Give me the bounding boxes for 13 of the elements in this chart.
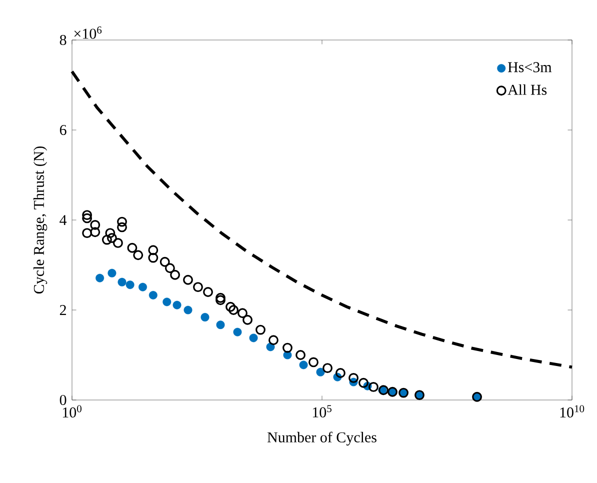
y-tick-label: 2 bbox=[60, 305, 66, 315]
y-tick-label: 4 bbox=[60, 215, 67, 225]
y-tick-label: 0 bbox=[60, 394, 66, 406]
legend-label: All Hs bbox=[508, 84, 547, 95]
y-tick-label: 8 bbox=[60, 34, 66, 46]
y-axis-title: Cycle Range, Thrust (N) bbox=[33, 146, 48, 294]
text: ×10$^{6}$ bbox=[74, 26, 102, 39]
y-tick-label: 6 bbox=[60, 124, 66, 136]
x-tick-label: 10$^{5}$ bbox=[312, 405, 332, 418]
x-axis-title: Number of Cycles bbox=[267, 432, 376, 446]
x-tick-label: 10$^{0}$ bbox=[62, 405, 82, 418]
legend-label: Hs<3m bbox=[508, 62, 552, 72]
x-tick-label: 10$^{10}$ bbox=[560, 405, 584, 418]
